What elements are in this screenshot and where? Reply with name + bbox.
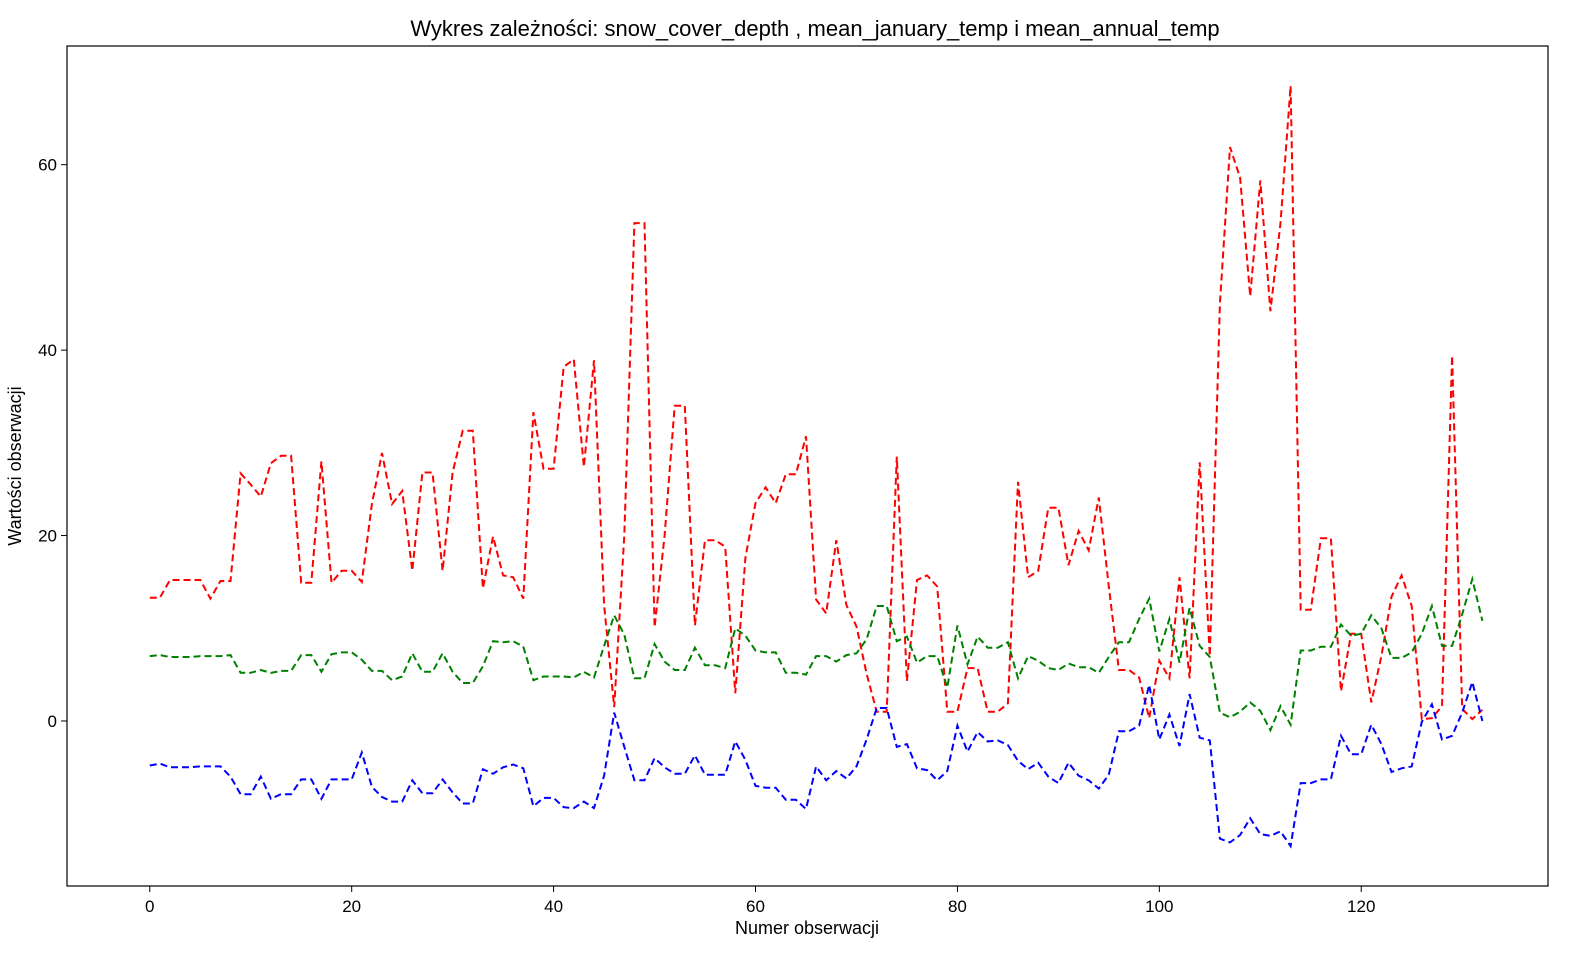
series-line-1 bbox=[149, 85, 1484, 721]
chart-title: Wykres zależności: snow_cover_depth , me… bbox=[410, 16, 1219, 41]
y-tick-label: 40 bbox=[38, 341, 57, 360]
x-tick-label: 100 bbox=[1145, 897, 1173, 916]
x-tick-label: 120 bbox=[1347, 897, 1375, 916]
x-tick-label: 40 bbox=[544, 897, 563, 916]
x-tick-label: 60 bbox=[746, 897, 765, 916]
x-tick-label: 20 bbox=[342, 897, 361, 916]
y-axis-ticks: 0 20 40 60 bbox=[38, 156, 67, 731]
series-line-3 bbox=[149, 678, 1484, 849]
y-axis-label: Wartości obserwacji bbox=[5, 386, 25, 545]
x-tick-label: 80 bbox=[948, 897, 967, 916]
y-tick-label: 20 bbox=[38, 527, 57, 546]
y-tick-label: 0 bbox=[48, 712, 57, 731]
y-tick-label: 60 bbox=[38, 156, 57, 175]
x-axis-ticks: 0 20 40 60 80 100 120 bbox=[145, 886, 1375, 916]
x-axis-label: Numer obserwacji bbox=[735, 918, 879, 938]
series-group bbox=[149, 85, 1484, 849]
x-tick-label: 0 bbox=[145, 897, 154, 916]
plot-area-frame bbox=[66, 45, 1549, 887]
series-line-2 bbox=[149, 575, 1484, 733]
